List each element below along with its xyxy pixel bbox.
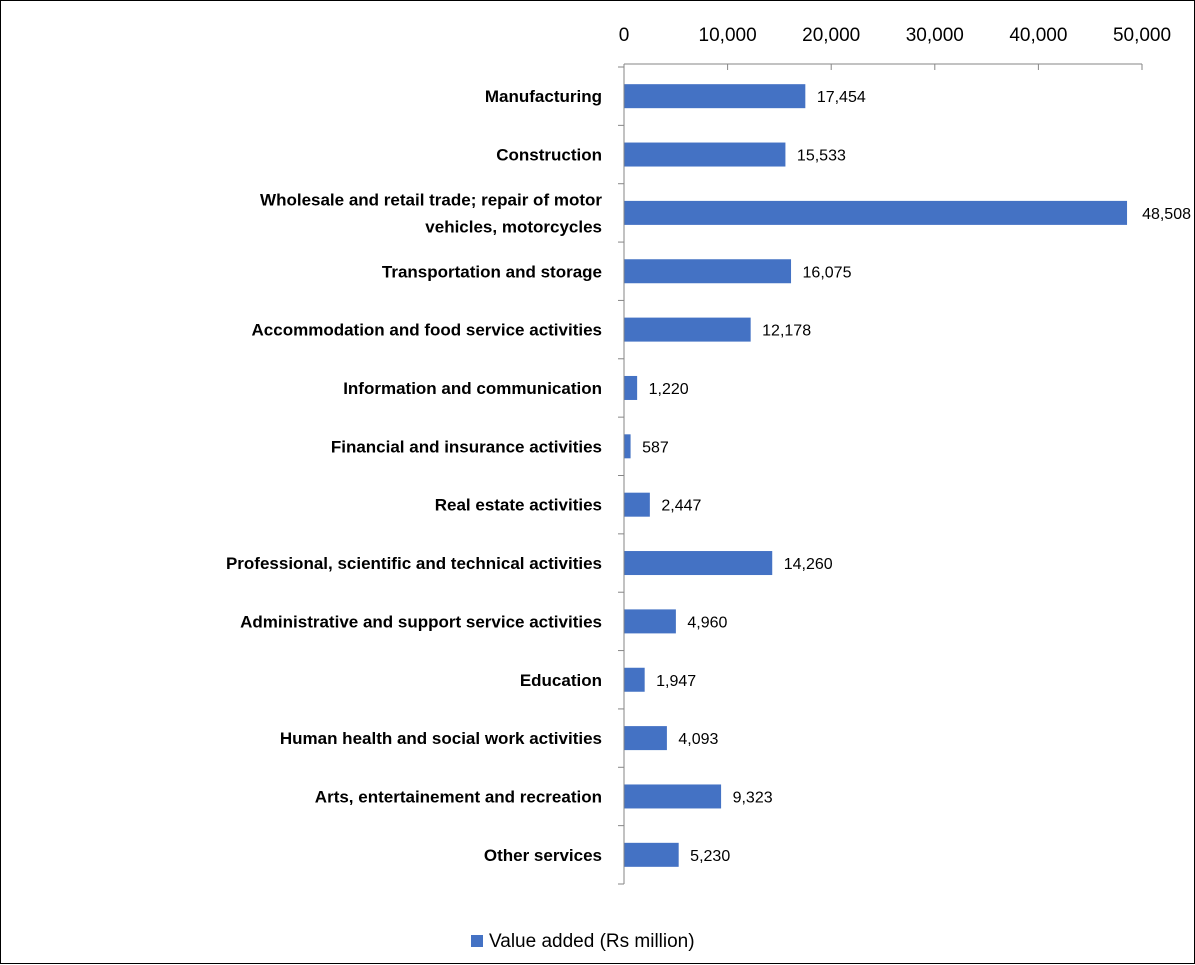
data-label: 4,093	[678, 731, 718, 748]
bar	[624, 375, 638, 400]
category-label: Other services	[484, 846, 602, 865]
data-label: 4,960	[687, 614, 727, 631]
x-tick-label: 20,000	[802, 25, 860, 46]
bar	[624, 667, 645, 692]
category-label: Financial and insurance activities	[331, 437, 602, 456]
category-label: Professional, scientific and technical a…	[226, 554, 602, 573]
x-tick-label: 50,000	[1113, 25, 1171, 46]
bars	[624, 84, 1128, 867]
bar	[624, 200, 1128, 225]
category-label: Manufacturing	[485, 87, 602, 106]
bar	[624, 842, 679, 867]
category-label: Real estate activities	[435, 496, 602, 515]
bar	[624, 609, 676, 634]
category-label: Administrative and support service activ…	[240, 612, 602, 631]
axes: 0 10,000 20,000 30,000 40,000 50,000	[618, 25, 1171, 885]
bar	[624, 434, 631, 459]
data-label: 5,230	[690, 848, 730, 865]
bar	[624, 259, 792, 284]
category-label: Wholesale and retail trade; repair of mo…	[260, 190, 602, 209]
bar	[624, 142, 786, 167]
category-label: Transportation and storage	[382, 262, 602, 281]
x-tick-label: 10,000	[699, 25, 757, 46]
data-labels: 17,454 15,533 48,508 16,075 12,178 1,220 587 2,…	[642, 89, 1191, 865]
bar	[624, 784, 722, 809]
data-label: 1,947	[656, 673, 696, 690]
category-label: Construction	[496, 146, 602, 165]
legend: Value added (Rs million)	[471, 931, 695, 952]
category-label: Accommodation and food service activitie…	[252, 321, 602, 340]
x-tick-label: 40,000	[1009, 25, 1067, 46]
category-label: Arts, entertainement and recreation	[315, 787, 602, 806]
data-label: 9,323	[733, 789, 773, 806]
category-label: Education	[520, 671, 602, 690]
data-label: 587	[642, 439, 669, 456]
bar	[624, 726, 667, 751]
legend-label: Value added (Rs million)	[489, 931, 695, 952]
data-label: 16,075	[803, 264, 852, 281]
data-label: 17,454	[817, 89, 866, 106]
data-label: 12,178	[762, 323, 811, 340]
category-labels: Manufacturing Construction Wholesale and r…	[226, 87, 602, 865]
x-tick-label: 30,000	[906, 25, 964, 46]
data-label: 2,447	[661, 498, 701, 515]
category-label: vehicles, motorcycles	[425, 217, 602, 236]
x-tick-label: 0	[619, 25, 630, 46]
bar	[624, 84, 806, 109]
category-label: Information and communication	[343, 379, 602, 398]
bar	[624, 551, 773, 576]
category-label: Human health and social work activities	[280, 729, 602, 748]
data-label: 1,220	[649, 381, 689, 398]
data-label: 14,260	[784, 556, 833, 573]
bar	[624, 317, 751, 342]
legend-swatch	[471, 935, 483, 947]
data-label: 15,533	[797, 148, 846, 165]
data-label: 48,508	[1142, 206, 1191, 223]
bar	[624, 492, 650, 517]
